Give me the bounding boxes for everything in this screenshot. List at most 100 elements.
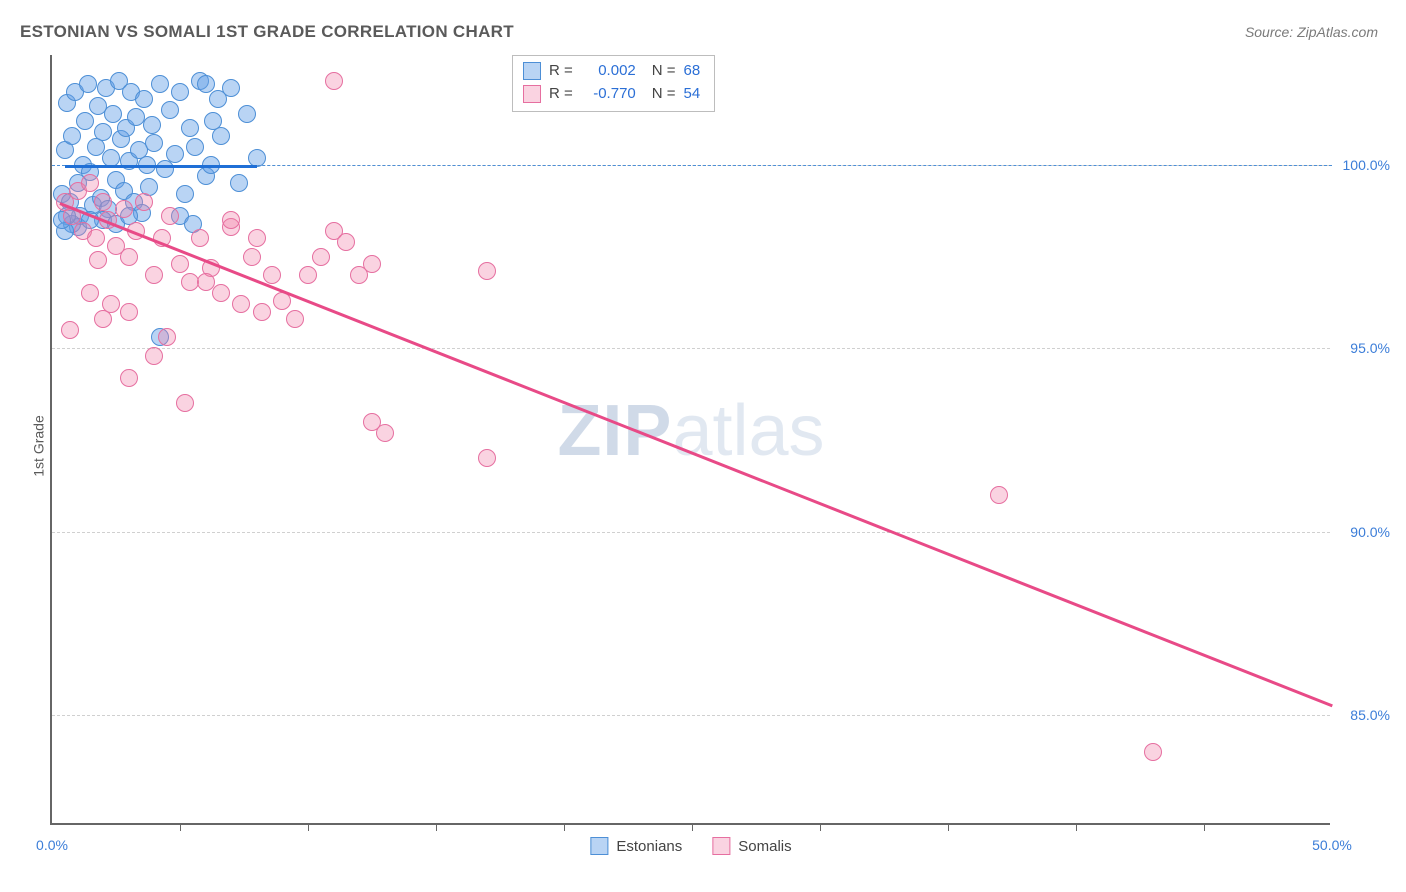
x-tick xyxy=(692,823,693,831)
chart-container: ESTONIAN VS SOMALI 1ST GRADE CORRELATION… xyxy=(0,0,1406,892)
legend-item-a: Estonians xyxy=(590,837,682,855)
chart-title: ESTONIAN VS SOMALI 1ST GRADE CORRELATION… xyxy=(20,22,514,42)
x-tick xyxy=(948,823,949,831)
x-tick xyxy=(1076,823,1077,831)
stats-n-label: N = xyxy=(652,60,676,83)
data-point-b xyxy=(478,262,496,280)
data-point-a xyxy=(143,116,161,134)
stats-n-value: 68 xyxy=(684,60,701,83)
data-point-b xyxy=(87,229,105,247)
data-point-a xyxy=(151,75,169,93)
watermark-zip: ZIP xyxy=(557,391,672,471)
data-point-b xyxy=(212,284,230,302)
gridline-h xyxy=(52,532,1330,533)
data-point-b xyxy=(478,449,496,467)
data-point-b xyxy=(145,347,163,365)
data-point-b xyxy=(158,328,176,346)
watermark: ZIPatlas xyxy=(557,390,824,472)
stats-box: R = 0.002 N = 68 R = -0.770 N = 54 xyxy=(512,55,715,112)
data-point-b xyxy=(120,369,138,387)
data-point-b xyxy=(120,248,138,266)
legend-label: Somalis xyxy=(738,838,791,855)
legend-label: Estonians xyxy=(616,838,682,855)
data-point-a xyxy=(248,149,266,167)
data-point-a xyxy=(186,138,204,156)
data-point-b xyxy=(135,193,153,211)
data-point-b xyxy=(102,295,120,313)
data-point-b xyxy=(286,310,304,328)
data-point-a xyxy=(209,90,227,108)
data-point-b xyxy=(191,229,209,247)
source-label: Source: ZipAtlas.com xyxy=(1245,24,1378,40)
data-point-b xyxy=(176,394,194,412)
x-tick xyxy=(436,823,437,831)
data-point-b xyxy=(81,284,99,302)
y-axis-label: 1st Grade xyxy=(31,415,47,476)
data-point-b xyxy=(145,266,163,284)
stats-row-b: R = -0.770 N = 54 xyxy=(523,83,700,106)
legend-swatch-a xyxy=(590,837,608,855)
stats-n-label: N = xyxy=(652,83,676,106)
y-tick-label: 95.0% xyxy=(1350,340,1390,356)
data-point-b xyxy=(299,266,317,284)
stats-r-label: R = xyxy=(549,83,573,106)
data-point-a xyxy=(176,185,194,203)
data-point-b xyxy=(1144,743,1162,761)
data-point-b xyxy=(197,273,215,291)
stats-swatch-a xyxy=(523,62,541,80)
data-point-a xyxy=(181,119,199,137)
data-point-a xyxy=(145,134,163,152)
data-point-b xyxy=(376,424,394,442)
data-point-b xyxy=(337,233,355,251)
bottom-legend: Estonians Somalis xyxy=(590,837,791,855)
data-point-b xyxy=(263,266,281,284)
stats-n-value: 54 xyxy=(684,83,701,106)
x-tick-label: 0.0% xyxy=(36,837,68,853)
data-point-b xyxy=(171,255,189,273)
data-point-b xyxy=(325,72,343,90)
data-point-b xyxy=(89,251,107,269)
data-point-a xyxy=(102,149,120,167)
data-point-a xyxy=(94,123,112,141)
data-point-a xyxy=(76,112,94,130)
data-point-a xyxy=(104,105,122,123)
data-point-a xyxy=(212,127,230,145)
stats-r-value: 0.002 xyxy=(581,60,636,83)
data-point-b xyxy=(363,255,381,273)
gridline-h xyxy=(52,715,1330,716)
data-point-b xyxy=(81,174,99,192)
data-point-a xyxy=(230,174,248,192)
data-point-a xyxy=(166,145,184,163)
y-tick-label: 100.0% xyxy=(1343,157,1390,173)
x-tick xyxy=(564,823,565,831)
x-tick xyxy=(1204,823,1205,831)
data-point-a xyxy=(161,101,179,119)
data-point-a xyxy=(79,75,97,93)
x-tick xyxy=(820,823,821,831)
stats-r-value: -0.770 xyxy=(581,83,636,106)
y-tick-label: 90.0% xyxy=(1350,524,1390,540)
gridline-h xyxy=(52,348,1330,349)
y-tick-label: 85.0% xyxy=(1350,707,1390,723)
watermark-atlas: atlas xyxy=(672,391,824,471)
stats-r-label: R = xyxy=(549,60,573,83)
data-point-b xyxy=(161,207,179,225)
regression-line-b xyxy=(59,202,1332,707)
stats-row-a: R = 0.002 N = 68 xyxy=(523,60,700,83)
data-point-b xyxy=(94,193,112,211)
data-point-b xyxy=(312,248,330,266)
data-point-a xyxy=(63,127,81,145)
data-point-b xyxy=(61,321,79,339)
stats-swatch-b xyxy=(523,85,541,103)
data-point-a xyxy=(171,83,189,101)
x-tick xyxy=(308,823,309,831)
data-point-b xyxy=(990,486,1008,504)
data-point-b xyxy=(115,200,133,218)
legend-swatch-b xyxy=(712,837,730,855)
regression-line-a xyxy=(65,165,257,168)
data-point-b xyxy=(232,295,250,313)
x-tick-label: 50.0% xyxy=(1312,837,1352,853)
data-point-b xyxy=(243,248,261,266)
data-point-b xyxy=(248,229,266,247)
data-point-a xyxy=(135,90,153,108)
